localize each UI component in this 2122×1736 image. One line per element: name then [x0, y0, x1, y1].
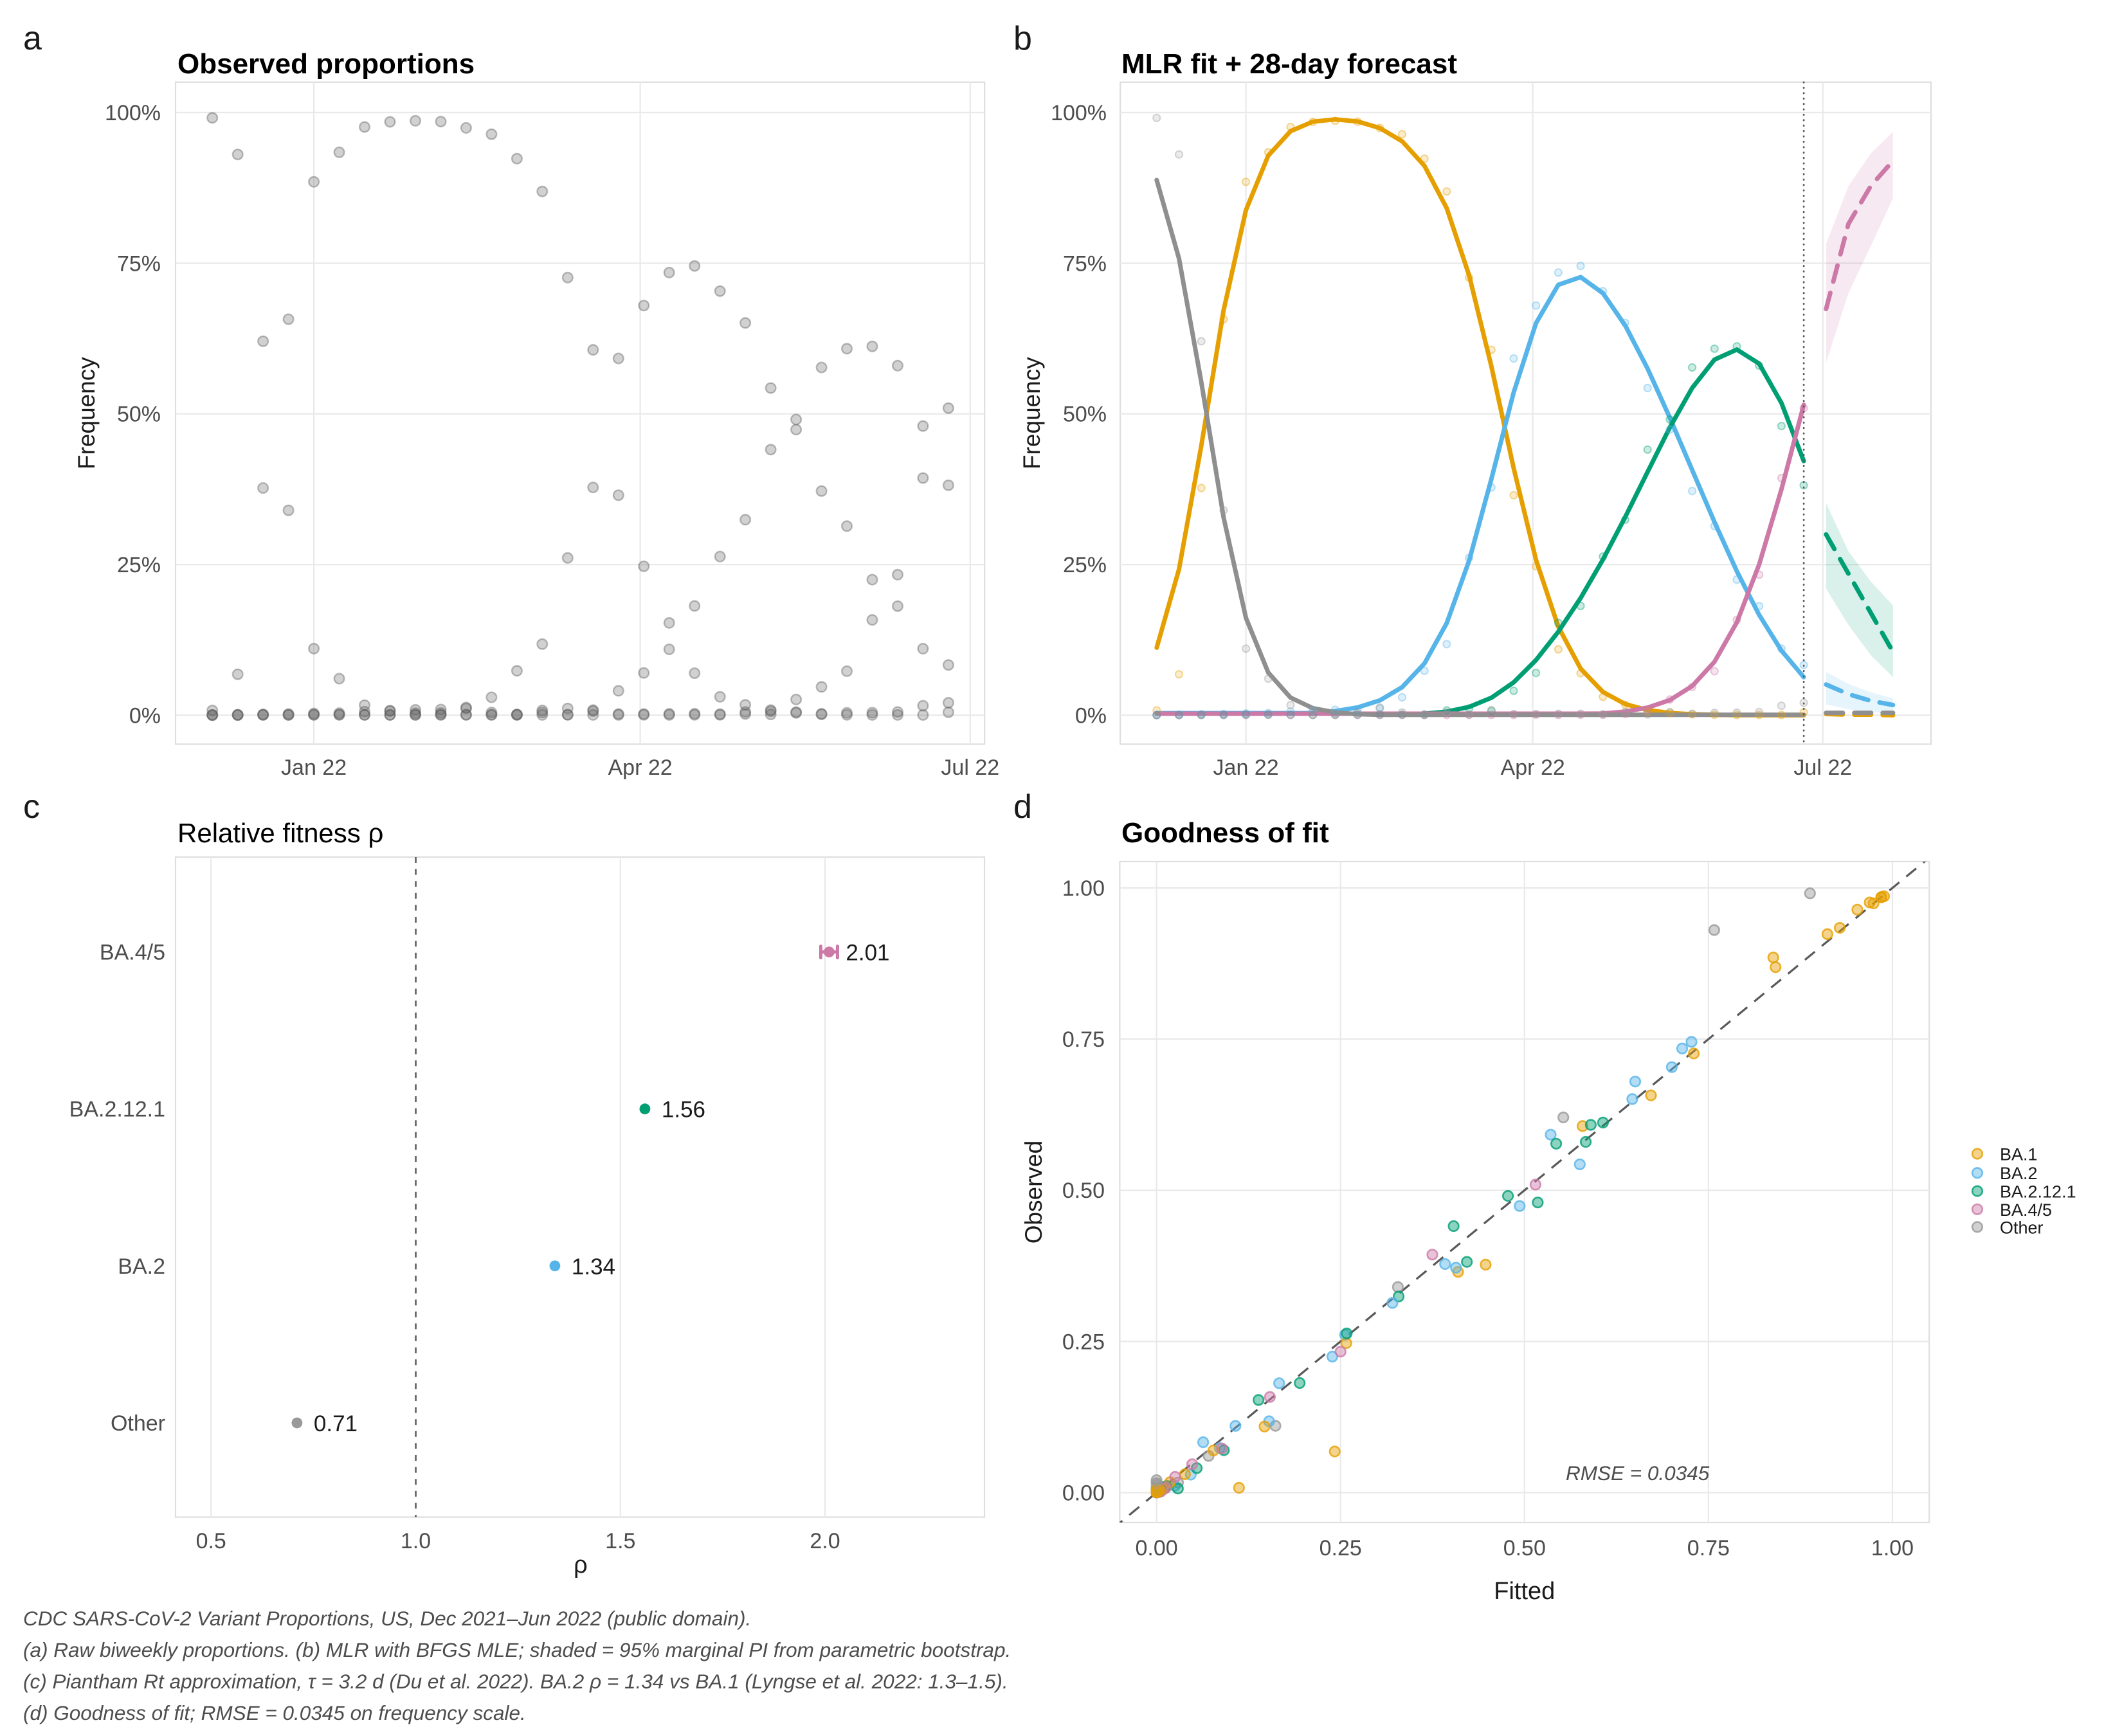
svg-text:BA.1: BA.1: [2000, 1145, 2038, 1164]
svg-text:0.00: 0.00: [1062, 1481, 1105, 1506]
svg-text:RMSE = 0.0345: RMSE = 0.0345: [1566, 1461, 1710, 1485]
svg-text:(d) Goodness of fit; RMSE = 0.: (d) Goodness of fit; RMSE = 0.0345 on fr…: [23, 1701, 526, 1724]
svg-text:Other: Other: [111, 1411, 165, 1436]
svg-text:25%: 25%: [117, 553, 161, 577]
svg-text:Jan 22: Jan 22: [1213, 755, 1279, 780]
svg-text:ρ: ρ: [574, 1551, 588, 1578]
svg-text:1.56: 1.56: [662, 1098, 705, 1123]
svg-text:25%: 25%: [1063, 553, 1107, 577]
svg-text:75%: 75%: [117, 251, 161, 276]
svg-text:BA.4/5: BA.4/5: [100, 941, 165, 965]
svg-text:BA.2.12.1: BA.2.12.1: [69, 1098, 165, 1122]
svg-text:1.0: 1.0: [401, 1529, 431, 1553]
svg-text:0.71: 0.71: [314, 1411, 358, 1436]
svg-text:0.50: 0.50: [1503, 1536, 1546, 1560]
svg-text:d: d: [1013, 788, 1032, 826]
svg-text:1.00: 1.00: [1062, 876, 1105, 901]
svg-text:Jan 22: Jan 22: [281, 755, 347, 780]
svg-text:Relative fitness ρ: Relative fitness ρ: [177, 818, 383, 848]
svg-text:Frequency: Frequency: [1019, 357, 1045, 469]
svg-text:0%: 0%: [129, 703, 161, 728]
svg-text:0.25: 0.25: [1319, 1536, 1362, 1560]
svg-text:BA.2.12.1: BA.2.12.1: [2000, 1182, 2076, 1202]
svg-text:0.5: 0.5: [196, 1529, 226, 1553]
svg-text:Fitted: Fitted: [1494, 1578, 1555, 1605]
svg-text:Jul 22: Jul 22: [941, 755, 999, 780]
svg-text:c: c: [23, 788, 40, 826]
svg-text:Jul 22: Jul 22: [1793, 755, 1852, 780]
svg-text:Apr 22: Apr 22: [608, 755, 673, 780]
svg-text:75%: 75%: [1063, 251, 1107, 276]
svg-text:Observed: Observed: [1020, 1141, 1047, 1243]
svg-text:1.5: 1.5: [605, 1529, 635, 1553]
svg-text:Other: Other: [2000, 1218, 2044, 1237]
svg-text:0.75: 0.75: [1062, 1027, 1105, 1052]
svg-text:50%: 50%: [1063, 402, 1107, 427]
svg-text:0.25: 0.25: [1062, 1330, 1105, 1354]
svg-text:0.75: 0.75: [1687, 1536, 1730, 1560]
svg-text:100%: 100%: [105, 101, 161, 125]
svg-text:1.00: 1.00: [1871, 1536, 1914, 1560]
svg-text:(c) Piantham Rt approximation,: (c) Piantham Rt approximation, τ = 3.2 d…: [23, 1670, 1008, 1693]
svg-text:50%: 50%: [117, 402, 161, 427]
svg-text:Goodness of fit: Goodness of fit: [1121, 817, 1329, 849]
svg-text:2.0: 2.0: [810, 1529, 840, 1553]
svg-text:MLR fit + 28-day forecast: MLR fit + 28-day forecast: [1121, 48, 1457, 80]
svg-text:Frequency: Frequency: [73, 357, 100, 469]
svg-text:CDC SARS-CoV-2 Variant Proport: CDC SARS-CoV-2 Variant Proportions, US, …: [23, 1607, 751, 1630]
svg-text:0.50: 0.50: [1062, 1179, 1105, 1203]
svg-text:a: a: [23, 20, 42, 57]
svg-text:Apr 22: Apr 22: [1501, 755, 1565, 780]
svg-text:BA.2: BA.2: [2000, 1164, 2038, 1183]
svg-text:b: b: [1013, 20, 1032, 57]
svg-text:BA.4/5: BA.4/5: [2000, 1200, 2052, 1220]
svg-text:BA.2: BA.2: [118, 1254, 165, 1279]
svg-text:1.34: 1.34: [572, 1254, 615, 1279]
svg-text:(a) Raw biweekly proportions.: (a) Raw biweekly proportions. (b) MLR wi…: [23, 1638, 1011, 1661]
svg-text:0%: 0%: [1075, 703, 1107, 728]
svg-text:Observed proportions: Observed proportions: [177, 48, 475, 80]
svg-text:2.01: 2.01: [846, 941, 889, 966]
svg-text:0.00: 0.00: [1136, 1536, 1178, 1560]
svg-text:100%: 100%: [1051, 101, 1107, 125]
